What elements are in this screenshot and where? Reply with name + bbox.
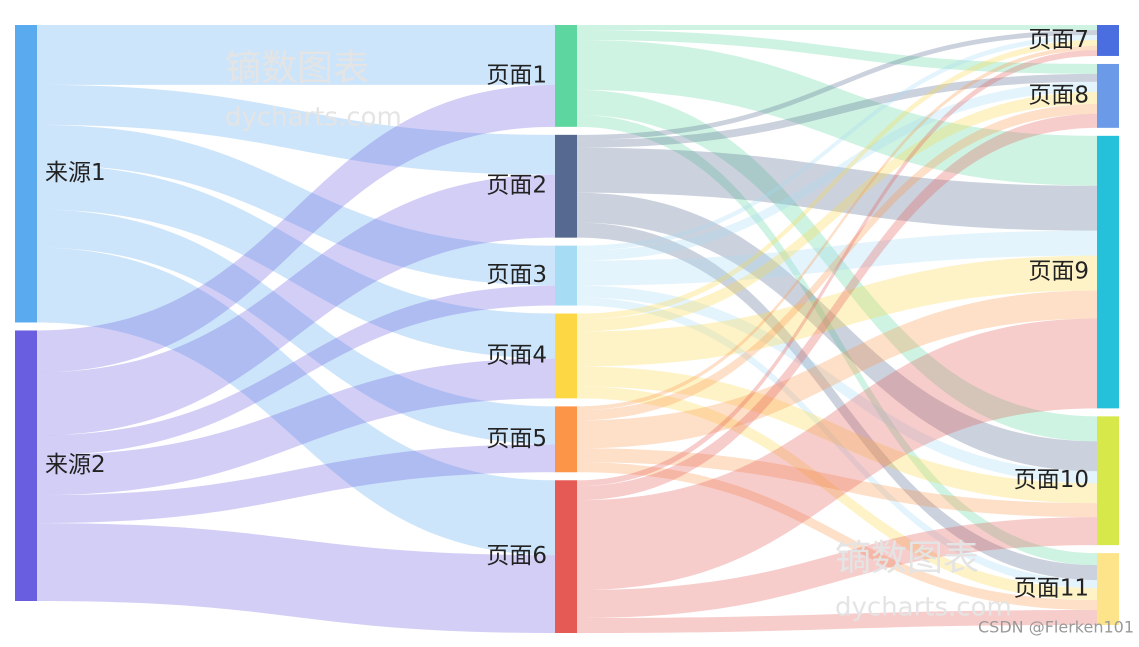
link: [577, 89, 1097, 442]
credit: CSDN @Flerken101: [978, 618, 1134, 637]
node-label: 页面1: [486, 62, 547, 88]
node: [555, 25, 577, 127]
link: [577, 448, 1097, 518]
link: [577, 192, 1097, 472]
link: [577, 290, 1097, 449]
link: [577, 462, 1097, 611]
link: [577, 517, 1097, 619]
watermark: 镝数图表: [835, 538, 979, 579]
link: [577, 318, 1097, 591]
link: [37, 209, 555, 445]
link: [37, 358, 555, 496]
node: [555, 313, 577, 399]
link: [37, 164, 555, 359]
node-label: 页面11: [1014, 576, 1089, 602]
link: [37, 25, 555, 85]
link: [37, 174, 555, 436]
watermark: dycharts.com: [225, 103, 402, 133]
nodes: 来源1 来源2 页面1 页面2 页面3 页面4 页面5 页面6 页面7 页面8 页面9 页面10 页面1…: [15, 25, 1119, 633]
watermark: 镝数图表: [225, 48, 369, 89]
link: [37, 247, 555, 556]
node: [1097, 135, 1119, 409]
node-label: 页面5: [486, 426, 547, 452]
link: [37, 444, 555, 524]
link: [37, 285, 555, 456]
node: [1097, 553, 1119, 625]
link: [577, 285, 1097, 484]
link: [577, 39, 1097, 186]
node: [555, 245, 577, 306]
link: [577, 386, 1097, 601]
links: [37, 25, 1097, 633]
link: [577, 45, 1097, 411]
link: [37, 84, 555, 175]
link: [577, 113, 1097, 501]
link: [577, 103, 1097, 421]
node-label: 页面8: [1028, 82, 1089, 108]
link: [577, 39, 1097, 320]
link: [577, 230, 1097, 286]
watermark: dycharts.com: [835, 593, 1012, 623]
link: [577, 49, 1097, 487]
link: [577, 610, 1097, 633]
node: [1097, 416, 1119, 546]
link: [577, 114, 1097, 566]
link: [577, 73, 1097, 148]
link: [577, 91, 1097, 332]
link: [37, 523, 555, 633]
node-label: 页面4: [486, 342, 547, 368]
link: [577, 255, 1097, 367]
link: [577, 81, 1097, 261]
link: [577, 29, 1097, 140]
node: [555, 406, 577, 473]
node-label: 页面10: [1014, 467, 1089, 493]
node-label: 页面7: [1028, 27, 1089, 53]
link: [577, 34, 1097, 251]
node-label: 页面3: [486, 262, 547, 288]
node: [555, 134, 577, 238]
link: [577, 25, 1097, 30]
link: [577, 222, 1097, 581]
node-label: 来源1: [45, 160, 106, 186]
node: [15, 330, 37, 601]
node: [1097, 63, 1119, 128]
node-label: 来源2: [45, 452, 106, 478]
node: [555, 480, 577, 633]
node: [1097, 25, 1119, 56]
node: [15, 25, 37, 323]
link: [37, 124, 555, 286]
link: [577, 29, 1097, 74]
link: [577, 147, 1097, 231]
node-label: 页面2: [486, 173, 547, 199]
node-label: 页面6: [486, 543, 547, 569]
link: [577, 366, 1097, 504]
link: [37, 84, 555, 373]
link: [577, 297, 1097, 589]
node-label: 页面9: [1028, 259, 1089, 285]
